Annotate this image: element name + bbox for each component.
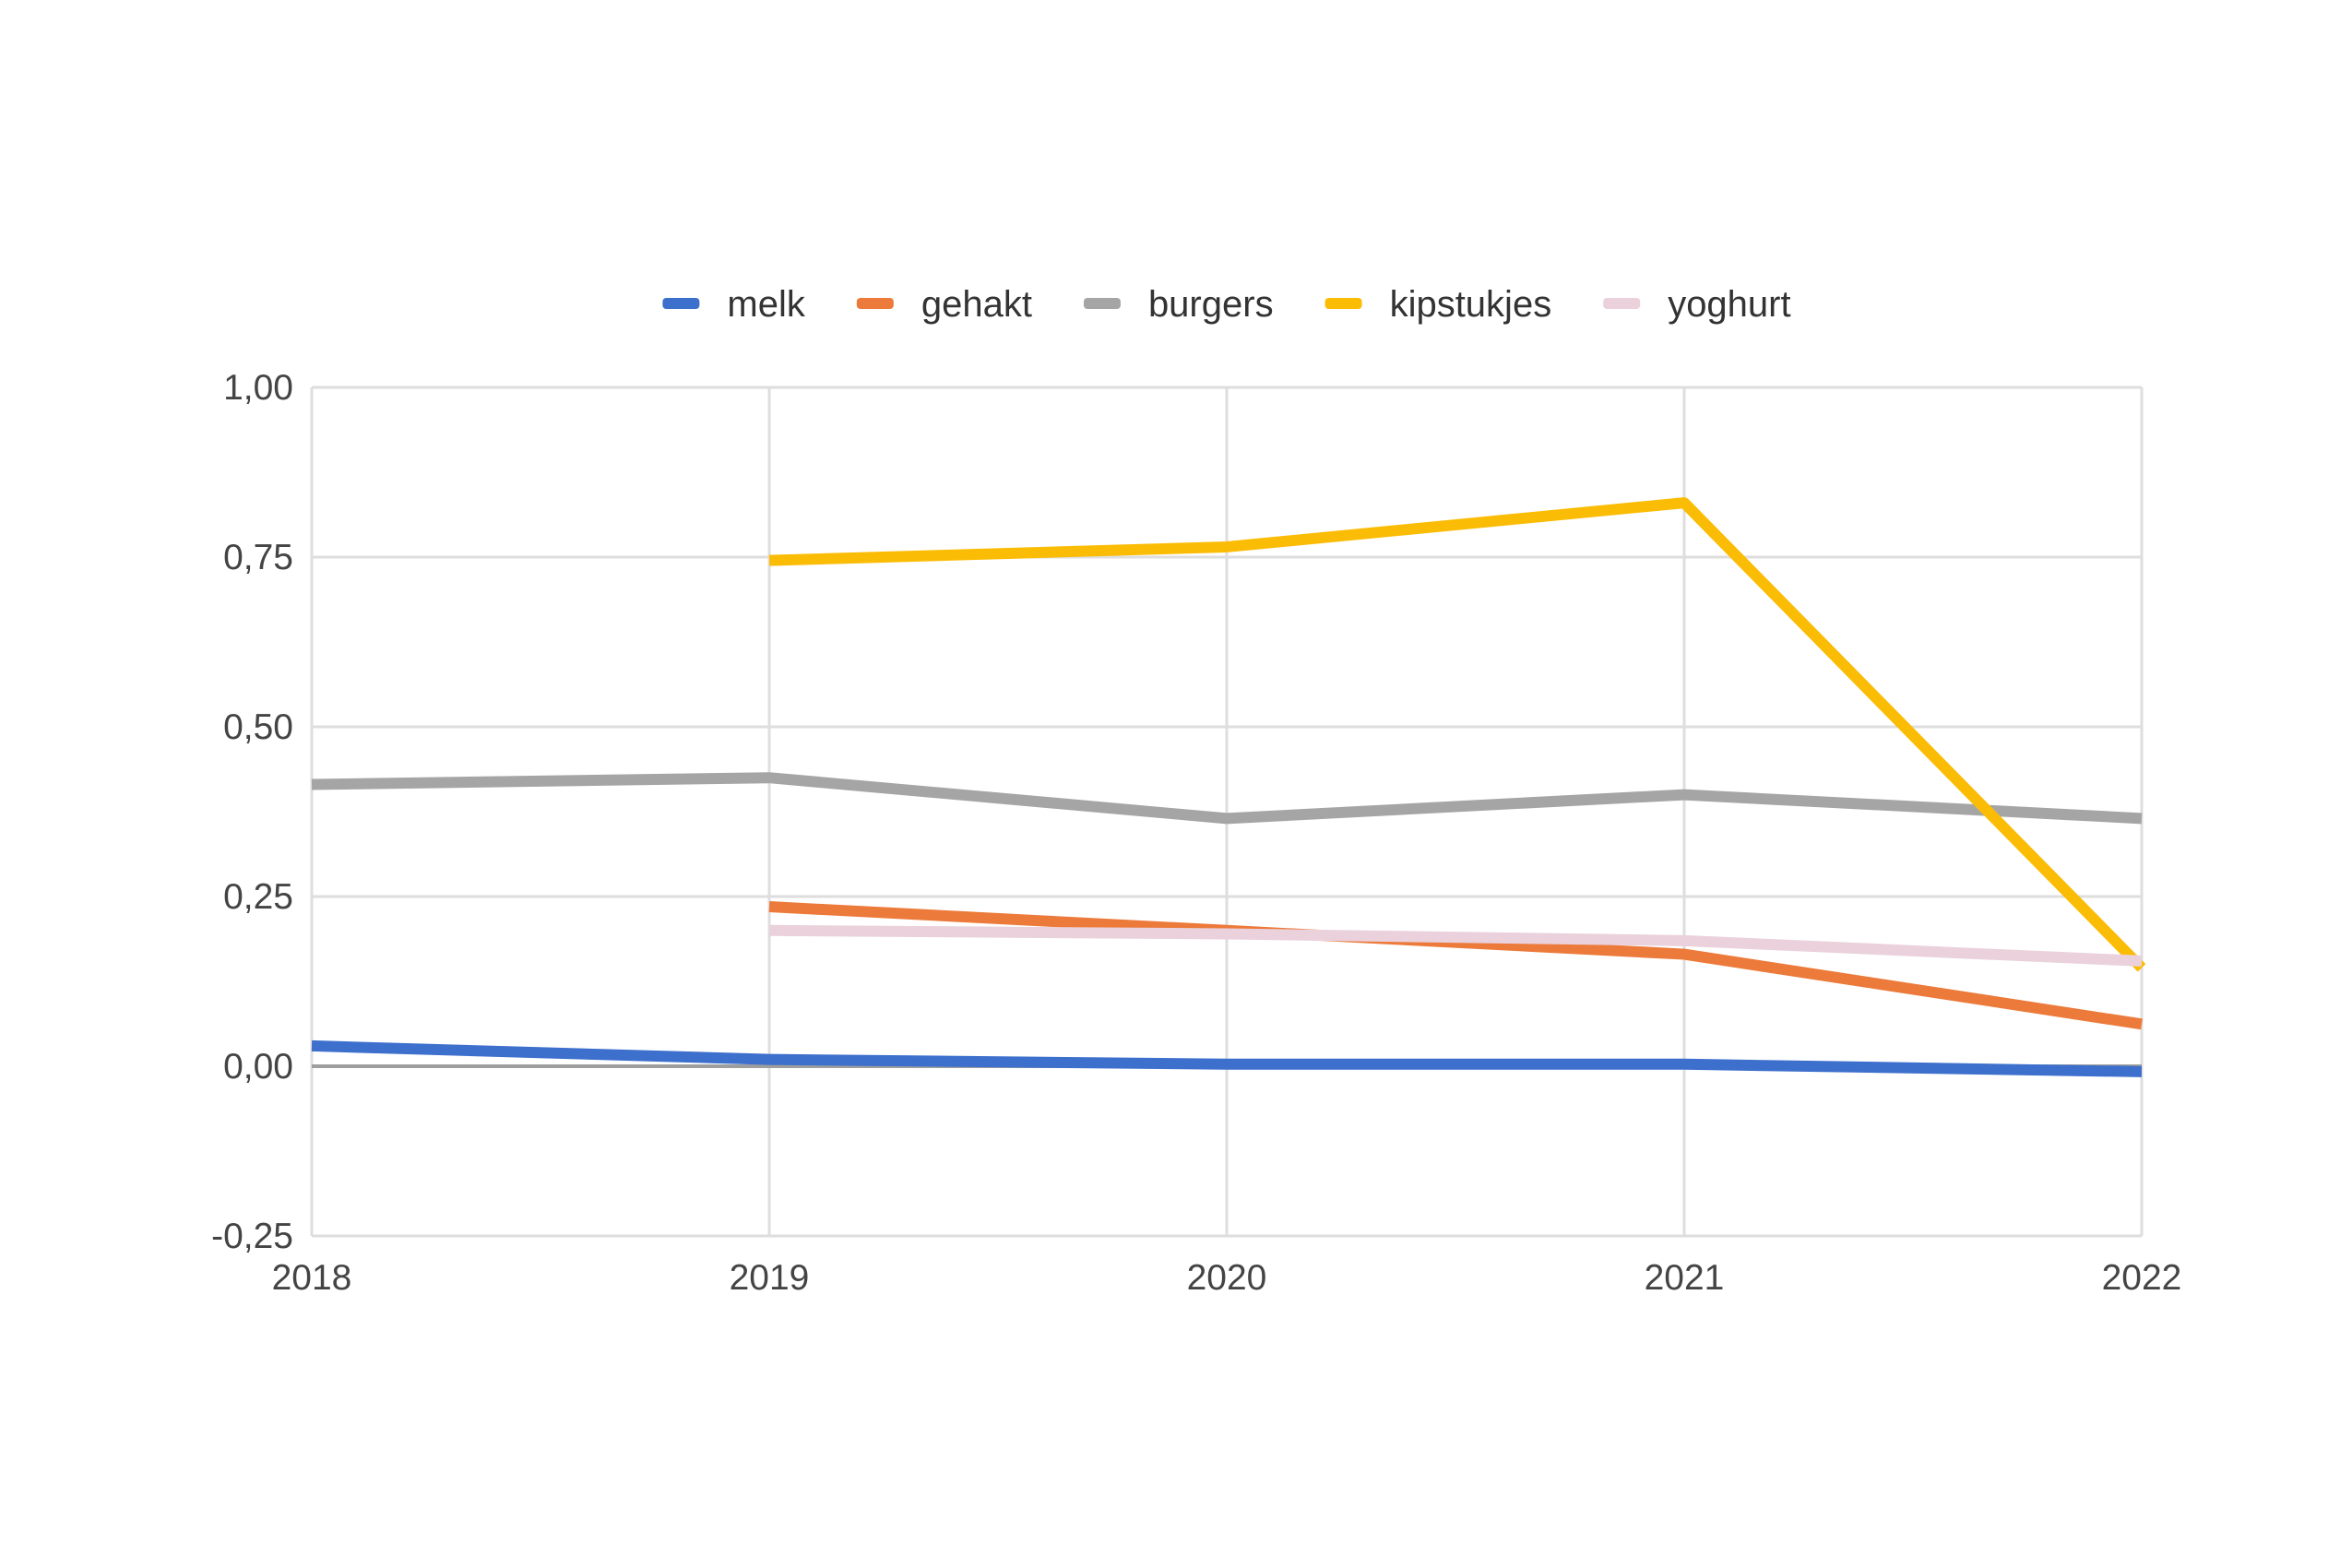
legend-label: melk: [727, 284, 805, 325]
series-line-yoghurt: [768, 924, 2143, 967]
series-lines: [311, 497, 2146, 1077]
legend-swatch: [1324, 298, 1362, 309]
legend-item-melk: melk: [662, 284, 806, 325]
legend-item-gehakt: gehakt: [856, 284, 1032, 325]
series-line-melk: [311, 1039, 2143, 1077]
legend-item-kipstukjes: kipstukjes: [1324, 284, 1552, 325]
series-line-kipstukjes: [768, 497, 2146, 972]
legend-item-yoghurt: yoghurt: [1603, 284, 1791, 325]
y-axis: -0,25 0,00 0,25 0,50 0,75 1,00: [211, 368, 293, 1256]
x-tick-label: 2022: [2102, 1258, 2182, 1298]
y-tick-label: 0,00: [223, 1047, 293, 1087]
x-tick-label: 2021: [1645, 1258, 1725, 1298]
gridlines: [310, 386, 2144, 1238]
y-tick-label: -0,25: [211, 1217, 293, 1256]
legend-swatch: [1083, 298, 1121, 309]
series-line-gehakt: [768, 901, 2143, 1030]
x-tick-label: 2018: [272, 1258, 352, 1298]
legend-item-burgers: burgers: [1083, 284, 1274, 325]
x-tick-label: 2020: [1187, 1258, 1267, 1298]
y-tick-label: 0,50: [223, 707, 293, 747]
legend-label: burgers: [1148, 284, 1274, 325]
x-axis: 2018 2019 2020 2021 2022: [272, 1258, 2182, 1298]
y-tick-label: 1,00: [223, 368, 293, 408]
legend: melk gehakt burgers kipstukjes yoghurt: [662, 284, 1791, 325]
legend-swatch: [856, 298, 894, 309]
legend-label: yoghurt: [1668, 284, 1790, 325]
legend-swatch: [1603, 298, 1641, 309]
legend-label: kipstukjes: [1390, 284, 1552, 325]
series-line-burgers: [311, 772, 2143, 825]
y-tick-label: 0,25: [223, 877, 293, 917]
y-tick-label: 0,75: [223, 538, 293, 577]
legend-label: gehakt: [921, 284, 1032, 325]
x-tick-label: 2019: [730, 1258, 810, 1298]
legend-swatch: [662, 298, 700, 309]
